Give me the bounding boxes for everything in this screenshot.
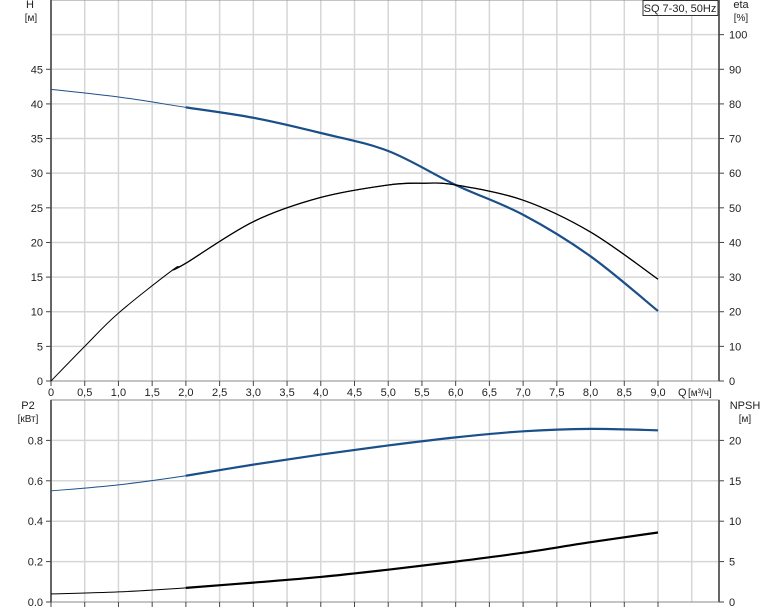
y-left-tick-label: 20 [31,237,43,249]
y-right-tick-label: 10 [729,516,741,528]
y-left-tick-label: 0.2 [28,557,43,569]
y-right-tick-label: 40 [729,237,741,249]
x-tick-label: 1,5 [145,387,160,399]
x-tick-label: 6,5 [482,387,497,399]
head-curve [185,106,659,312]
y-right-tick-label: 10 [729,341,741,353]
x-tick-label: 4,0 [313,387,328,399]
power-curve [185,427,659,477]
y-right-unit: [%] [734,13,749,24]
y-right-tick-label: 70 [729,134,741,146]
x-tick-label: 0 [48,387,54,399]
y-right-tick-label: 90 [729,64,741,76]
y-left-tick-label: 45 [31,64,43,76]
y-right-tick-label: 0 [729,376,735,388]
y-left-tick-label: 5 [37,341,43,353]
y-left-label: P2 [21,400,34,412]
x-tick-label: 8,5 [617,387,632,399]
y-left-tick-label: 0.6 [28,476,43,488]
x-tick-label: 4,5 [347,387,362,399]
y-left-tick-label: 0.8 [28,435,43,447]
y-left-tick-label: 0.0 [28,597,43,609]
x-tick-label: 0,5 [77,387,92,399]
x-tick-label: 3,5 [279,387,294,399]
x-tick-label: 2,5 [212,387,227,399]
efficiency-curve [172,182,659,280]
y-left-tick-label: 15 [31,272,43,284]
y-left-tick-label: 10 [31,307,43,319]
y-right-label: NPSH [730,400,761,412]
x-tick-label: 1,0 [111,387,126,399]
x-tick-label: 2,0 [178,387,193,399]
y-right-tick-label: 30 [729,272,741,284]
x-axis-label: Q [678,387,687,399]
x-tick-label: 9,0 [650,387,665,399]
y-right-label: eta [733,0,749,11]
y-left-tick-label: 25 [31,203,43,215]
x-tick-label: 5,5 [414,387,429,399]
x-tick-label: 6,0 [448,387,463,399]
y-right-tick-label: 5 [729,557,735,569]
chart-title: SQ 7-30, 50Hz [644,3,717,15]
y-right-tick-label: 100 [729,30,747,42]
y-right-unit: [м] [739,414,752,425]
x-axis-unit: [м³/ч] [688,388,712,399]
y-left-tick-label: 0 [37,376,43,388]
y-right-tick-label: 60 [729,168,741,180]
y-left-tick-label: 35 [31,134,43,146]
y-left-unit: [кВт] [18,414,39,425]
y-left-label: H [26,0,34,11]
title-box [642,0,719,16]
y-left-unit: [м] [25,13,38,24]
npsh-curve [185,531,659,589]
plot-frame [50,0,720,382]
y-right-tick-label: 50 [729,203,741,215]
x-tick-label: 3,0 [246,387,261,399]
x-tick-label: 7,0 [515,387,530,399]
x-tick-label: 5,0 [381,387,396,399]
x-tick-label: 7,5 [549,387,564,399]
y-left-tick-label: 0.4 [28,516,43,528]
y-right-tick-label: 15 [729,476,741,488]
x-tick-label: 8,0 [583,387,598,399]
y-right-tick-label: 20 [729,435,741,447]
y-left-tick-label: 40 [31,99,43,111]
y-left-tick-label: 30 [31,168,43,180]
y-right-tick-label: 80 [729,99,741,111]
y-right-tick-label: 20 [729,307,741,319]
y-right-tick-label: 0 [729,597,735,609]
